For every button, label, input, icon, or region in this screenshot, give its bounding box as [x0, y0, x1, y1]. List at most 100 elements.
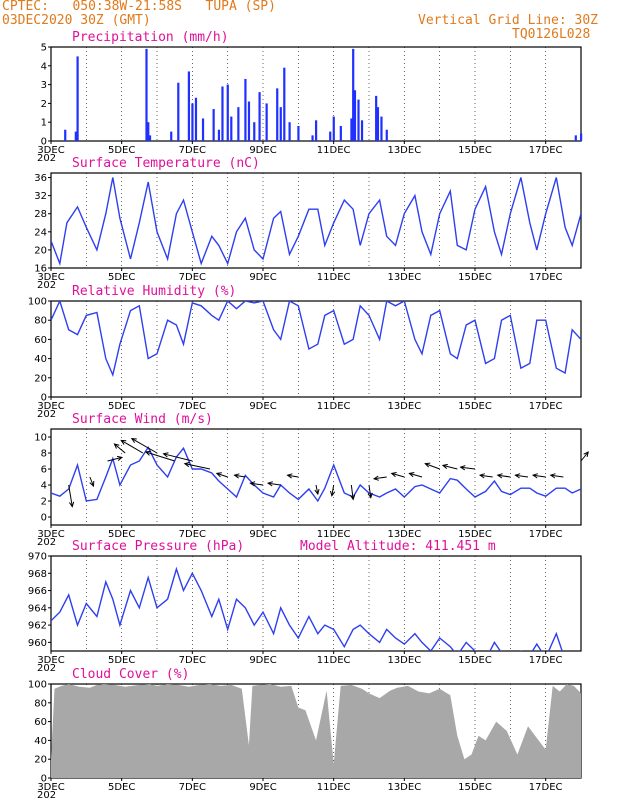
- y-tick-label: 0: [41, 393, 47, 404]
- x-tick-label: 17DEC: [529, 655, 563, 666]
- precip-bar: [191, 103, 194, 141]
- precip-bar: [187, 71, 190, 141]
- y-tick-label: 8: [41, 449, 47, 460]
- year-label: 202: [37, 537, 56, 548]
- wind-arrow-head: [130, 438, 137, 444]
- temp-panel: [48, 172, 582, 271]
- wind-arrow: [460, 466, 476, 470]
- x-tick-label: 13DEC: [387, 655, 421, 666]
- wind-arrow-head: [249, 481, 256, 487]
- precip-bar: [217, 129, 221, 141]
- wind-arrow-head: [329, 490, 336, 497]
- x-tick-label: 7DEC: [179, 272, 206, 283]
- y-tick-label: 0: [41, 513, 47, 524]
- wind-arrow-head: [120, 439, 127, 445]
- wind-frame: [50, 428, 582, 526]
- y-tick-label: 60: [34, 717, 47, 728]
- wind-arrow: [373, 476, 387, 480]
- y-tick-label: 10: [34, 433, 47, 444]
- model-code: TQ0126L028: [512, 27, 591, 42]
- x-tick-label: 3DEC: [37, 782, 64, 793]
- wind-arrow-head: [183, 461, 190, 468]
- x-tick-label: 3DEC: [37, 401, 64, 412]
- pressure-frame: [50, 555, 582, 652]
- cloud-panel: [48, 683, 582, 781]
- precip-bar: [357, 99, 360, 141]
- y-tick-label: 3: [41, 80, 47, 91]
- wind-arrow: [580, 451, 589, 462]
- precip-bar: [194, 97, 198, 141]
- wind-arrow: [216, 472, 228, 478]
- y-tick-label: 966: [28, 586, 47, 597]
- x-tick-label: 9DEC: [249, 272, 276, 283]
- y-tick-label: 960: [28, 638, 47, 649]
- y-tick-label: 0: [41, 774, 47, 785]
- x-tick-label: 11DEC: [317, 655, 351, 666]
- x-tick-label: 11DEC: [317, 529, 351, 540]
- rh-frame: [50, 300, 582, 398]
- y-tick-label: 0: [41, 137, 47, 148]
- wind-arrow-head: [478, 473, 485, 479]
- wind-arrow: [368, 484, 372, 498]
- y-tick-label: 28: [34, 209, 47, 220]
- wind-arrow: [442, 464, 458, 470]
- precip-bar: [177, 82, 180, 141]
- precip-bar: [226, 84, 229, 141]
- wind-arrow: [234, 474, 246, 478]
- x-tick-label: 5DEC: [108, 401, 135, 412]
- rh-series-line: [51, 301, 581, 378]
- wind-arrow-head: [215, 472, 222, 478]
- wind-arrow: [184, 463, 211, 470]
- x-tick-label: 9DEC: [249, 529, 276, 540]
- y-tick-label: 1: [41, 118, 47, 129]
- precip-bar: [350, 118, 353, 141]
- wind-arrow-head: [583, 451, 589, 457]
- y-tick-label: 968: [28, 569, 47, 580]
- wind-arrow: [131, 438, 158, 454]
- x-tick-label: 13DEC: [387, 529, 421, 540]
- wind-arrow: [550, 474, 564, 478]
- y-tick-label: 2: [41, 99, 47, 110]
- x-tick-label: 5DEC: [108, 529, 135, 540]
- precip-bar: [339, 125, 342, 141]
- wind-arrow: [497, 474, 511, 478]
- precip-bar: [230, 116, 233, 141]
- year-label: 202: [37, 409, 56, 420]
- wind-arrow-head: [68, 501, 75, 508]
- x-tick-label: 7DEC: [179, 529, 206, 540]
- x-tick-label: 15DEC: [458, 145, 492, 156]
- y-tick-label: 964: [28, 603, 47, 614]
- y-tick-label: 100: [28, 680, 47, 691]
- wind-arrow-head: [408, 472, 415, 478]
- wind-arrow: [267, 482, 281, 486]
- wind-arrow: [89, 476, 94, 487]
- x-tick-label: 13DEC: [387, 145, 421, 156]
- x-tick-label: 15DEC: [458, 401, 492, 412]
- y-tick-label: 6: [41, 465, 47, 476]
- x-tick-label: 11DEC: [317, 145, 351, 156]
- x-tick-label: 3DEC: [37, 529, 64, 540]
- x-tick-label: 15DEC: [458, 782, 492, 793]
- precip-bar: [64, 129, 67, 141]
- precip-bar: [147, 122, 150, 141]
- precip-bar: [265, 103, 268, 141]
- y-tick-label: 80: [34, 698, 47, 709]
- year-label: 202: [37, 790, 56, 800]
- x-tick-label: 9DEC: [249, 145, 276, 156]
- wind-arrow-head: [441, 463, 448, 469]
- wind-arrow-head: [496, 473, 503, 479]
- wind-arrow: [425, 463, 440, 470]
- precip-bar: [283, 67, 286, 141]
- precip-bar: [237, 107, 240, 141]
- y-tick-label: 40: [34, 736, 47, 747]
- y-tick-label: 16: [34, 264, 47, 275]
- y-tick-label: 4: [41, 481, 47, 492]
- y-tick-label: 4: [41, 61, 47, 72]
- wind-arrow-head: [514, 473, 521, 479]
- precip-bar: [353, 90, 357, 141]
- precip-bar: [385, 129, 388, 141]
- x-tick-label: 5DEC: [108, 782, 135, 793]
- y-tick-label: 36: [34, 173, 47, 184]
- wind-arrow: [532, 474, 546, 478]
- y-tick-label: 970: [28, 552, 47, 563]
